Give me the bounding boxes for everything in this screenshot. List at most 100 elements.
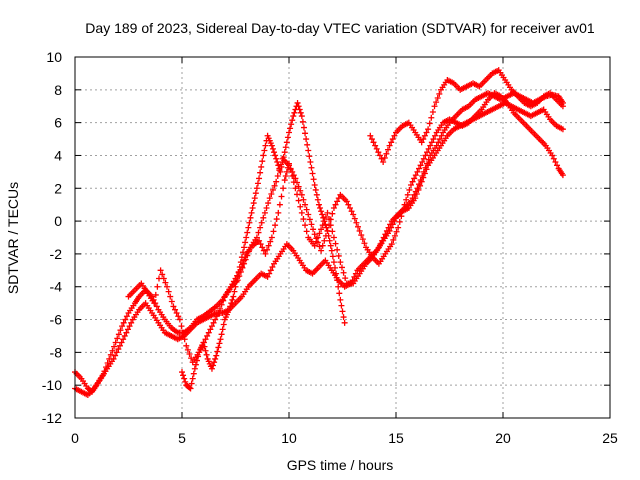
- data-point: [250, 200, 257, 207]
- data-point: [182, 378, 189, 385]
- data-point: [386, 142, 393, 149]
- data-point: [243, 234, 250, 241]
- data-point: [310, 176, 317, 183]
- data-point: [308, 221, 315, 228]
- data-point: [312, 186, 319, 193]
- data-point: [286, 129, 292, 136]
- data-point: [370, 139, 377, 146]
- data-point: [300, 196, 307, 203]
- data-point: [300, 124, 307, 131]
- data-point: [215, 309, 222, 316]
- data-point: [327, 242, 334, 249]
- x-tick-label: 5: [178, 430, 186, 446]
- data-point: [263, 204, 270, 211]
- data-point: [378, 155, 385, 162]
- data-point: [335, 283, 342, 290]
- data-point: [345, 201, 352, 208]
- y-tick-label: -12: [42, 410, 62, 426]
- data-point: [269, 264, 276, 271]
- data-point: [288, 121, 295, 128]
- data-point: [203, 351, 210, 358]
- x-tick-labels: 0 5 10 15 20 25: [71, 430, 618, 446]
- data-point: [431, 103, 438, 110]
- data-point: [159, 271, 166, 278]
- data-point: [231, 288, 238, 295]
- data-point: [329, 210, 336, 217]
- data-point: [298, 191, 305, 198]
- data-point: [252, 190, 259, 197]
- data-point: [157, 267, 164, 274]
- data-point: [332, 264, 339, 271]
- data-point: [246, 219, 253, 226]
- data-point: [321, 218, 328, 225]
- data-point: [281, 177, 288, 184]
- data-point: [302, 201, 309, 208]
- data-points: [72, 67, 566, 399]
- chart-title: Day 189 of 2023, Sidereal Day-to-day VTE…: [85, 20, 595, 36]
- data-point: [391, 132, 398, 139]
- data-point: [559, 103, 566, 110]
- data-point: [275, 162, 282, 169]
- data-point: [153, 303, 160, 310]
- data-point: [179, 369, 185, 376]
- data-point: [305, 147, 312, 154]
- data-point: [559, 172, 566, 179]
- data-point: [435, 139, 442, 146]
- data-point: [361, 240, 368, 247]
- data-point: [213, 352, 220, 359]
- data-point: [404, 191, 411, 198]
- data-point: [388, 224, 395, 231]
- data-point: [292, 185, 299, 192]
- data-point: [319, 222, 326, 229]
- data-point: [376, 152, 383, 159]
- data-point: [249, 204, 256, 211]
- data-point: [189, 375, 196, 382]
- data-point: [218, 331, 225, 338]
- data-point: [391, 218, 398, 225]
- data-point: [269, 145, 276, 152]
- data-point: [266, 270, 273, 277]
- data-point: [287, 165, 294, 172]
- data-point: [220, 297, 227, 304]
- data-point: [259, 244, 266, 251]
- data-point: [235, 268, 242, 275]
- y-tick-label: -2: [50, 246, 63, 262]
- data-point: [346, 204, 353, 211]
- series-track-c: [125, 90, 566, 366]
- data-point: [428, 114, 435, 121]
- data-point: [286, 162, 292, 169]
- data-point: [318, 226, 325, 233]
- data-point: [151, 300, 158, 307]
- data-point: [418, 178, 425, 185]
- data-point: [239, 249, 246, 256]
- data-point: [334, 198, 341, 205]
- data-point: [296, 106, 303, 113]
- data-point: [297, 109, 304, 116]
- data-point: [300, 216, 307, 223]
- data-point: [273, 178, 280, 185]
- data-point: [115, 346, 122, 353]
- data-point: [113, 349, 120, 356]
- y-tick-label: 4: [54, 147, 62, 163]
- y-tick-label: 6: [54, 115, 62, 131]
- data-point: [413, 191, 420, 198]
- data-point: [121, 332, 128, 339]
- y-axis-label: SDTVAR / TECUs: [5, 182, 21, 294]
- data-point: [107, 351, 114, 358]
- data-point: [270, 228, 277, 235]
- data-point: [220, 321, 227, 328]
- data-point: [217, 336, 224, 343]
- data-point: [258, 219, 265, 226]
- data-point: [265, 242, 272, 249]
- data-point: [256, 237, 263, 244]
- data-point: [423, 129, 430, 136]
- data-point: [298, 209, 305, 216]
- data-point: [165, 288, 172, 295]
- x-axis-label: GPS time / hours: [287, 457, 394, 473]
- y-tick-label: -10: [42, 377, 62, 393]
- data-point: [172, 306, 179, 313]
- data-point: [290, 113, 297, 120]
- data-point: [333, 270, 340, 277]
- data-point: [173, 309, 180, 316]
- data-point: [317, 204, 324, 211]
